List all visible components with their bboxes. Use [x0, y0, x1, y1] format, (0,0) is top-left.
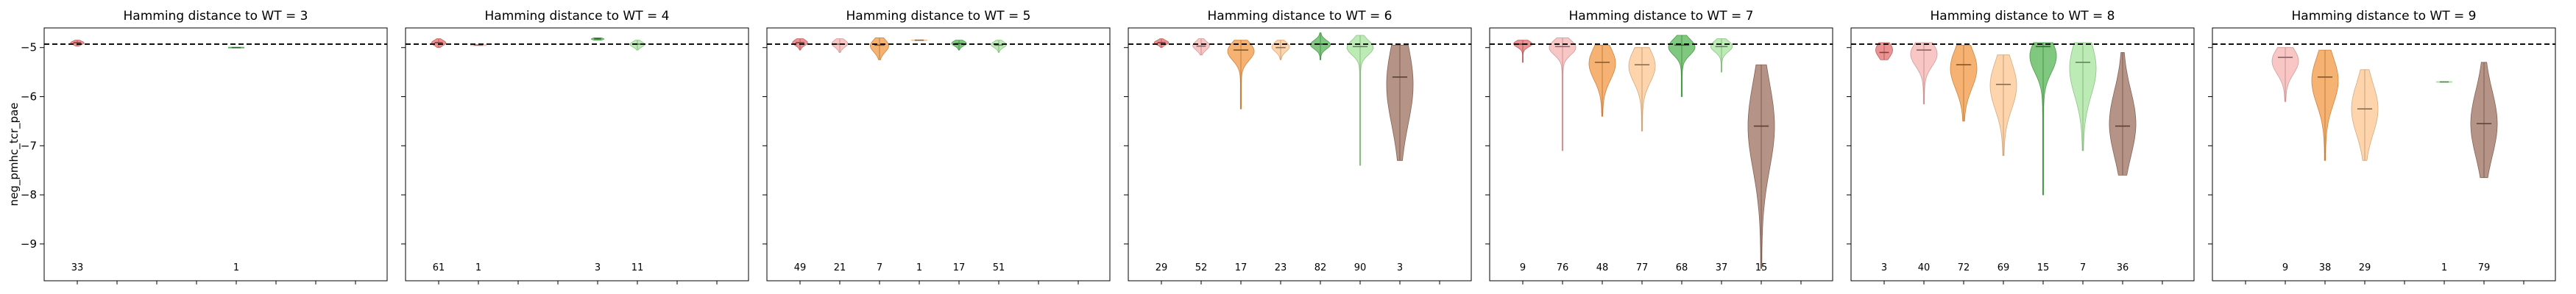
sample-count-label: 11	[631, 262, 644, 273]
sample-count-label: 37	[1716, 262, 1728, 273]
sample-count-label: 52	[1195, 262, 1208, 273]
panel-4: Hamming distance to WT = 6 29 52 17 23 82 90 3	[1124, 9, 1472, 284]
y-axis-label: neg_pmhc_tcr_pae	[7, 103, 21, 207]
sample-count-label: 61	[433, 262, 445, 273]
panel-frame	[1850, 27, 2195, 282]
sample-count-label: 3	[595, 262, 601, 273]
panel-frame	[1489, 27, 1833, 282]
sample-count-label: 82	[1314, 262, 1327, 273]
sample-count-label: 15	[1755, 262, 1768, 273]
panel-title: Hamming distance to WT = 5	[846, 9, 1031, 24]
sample-count-label: 49	[794, 262, 807, 273]
sample-count-label: 9	[1520, 262, 1526, 273]
sample-count-label: 90	[1354, 262, 1367, 273]
sample-count-label: 9	[2282, 262, 2288, 273]
sample-count-label: 7	[2080, 262, 2086, 273]
panel-title: Hamming distance to WT = 4	[485, 9, 670, 24]
panel-frame	[766, 27, 1111, 282]
sample-count-label: 68	[1676, 262, 1688, 273]
sample-count-label: 17	[1235, 262, 1248, 273]
sample-count-label: 21	[834, 262, 846, 273]
sample-count-label: 17	[953, 262, 966, 273]
panel-title: Hamming distance to WT = 6	[1208, 9, 1393, 24]
sample-count-label: 69	[1998, 262, 2010, 273]
sample-count-label: 36	[2117, 262, 2129, 273]
sample-count-label: 3	[1881, 262, 1887, 273]
sample-count-label: 15	[2037, 262, 2050, 273]
sample-count-label: 51	[993, 262, 1005, 273]
panel-6: Hamming distance to WT = 8 3 40 72 69 15 7 36	[1847, 9, 2195, 284]
panel-frame	[405, 27, 749, 282]
sample-count-label: 1	[233, 262, 239, 273]
sample-count-label: 38	[2319, 262, 2332, 273]
panel-title: Hamming distance to WT = 9	[2292, 9, 2477, 24]
sample-count-label: 77	[1636, 262, 1649, 273]
sample-count-label: 48	[1596, 262, 1609, 273]
panel-1: Hamming distance to WT = 3 −5 −6 −7 −8 −9 33 1	[21, 9, 388, 284]
sample-count-label: 72	[1958, 262, 1970, 273]
sample-count-label: 40	[1918, 262, 1931, 273]
panel-7: Hamming distance to WT = 9 9 38 29 1 79	[2208, 9, 2556, 284]
panel-title: Hamming distance to WT = 8	[1931, 9, 2115, 24]
sample-count-label: 76	[1557, 262, 1569, 273]
panel-frame	[43, 27, 388, 282]
sample-count-label: 29	[1156, 262, 1168, 273]
y-tick-label: −6	[21, 90, 37, 104]
sample-count-label: 23	[1275, 262, 1287, 273]
panel-2: Hamming distance to WT = 4 61 1 3 11	[401, 9, 749, 284]
sample-count-label: 29	[2359, 262, 2371, 273]
y-tick-label: −9	[21, 237, 37, 251]
sample-count-label: 33	[71, 262, 84, 273]
y-tick-label: −7	[21, 139, 37, 152]
sample-count-label: 1	[916, 262, 922, 273]
panel-title: Hamming distance to WT = 7	[1569, 9, 1754, 24]
sample-count-label: 3	[1397, 262, 1403, 273]
y-tick-label: −5	[21, 41, 37, 54]
panel-3: Hamming distance to WT = 5 49 21 7 1 17 51	[762, 9, 1111, 284]
sample-count-label: 79	[2478, 262, 2491, 273]
panel-frame	[2212, 27, 2556, 282]
panel-5: Hamming distance to WT = 7 9 76 48 77 68 37 15	[1485, 9, 1833, 284]
y-tick-label: −8	[21, 188, 37, 201]
panel-frame	[1128, 27, 1472, 282]
sample-count-label: 1	[2441, 262, 2447, 273]
sample-count-label: 1	[475, 262, 481, 273]
panel-title: Hamming distance to WT = 3	[124, 9, 308, 24]
sample-count-label: 7	[877, 262, 882, 273]
